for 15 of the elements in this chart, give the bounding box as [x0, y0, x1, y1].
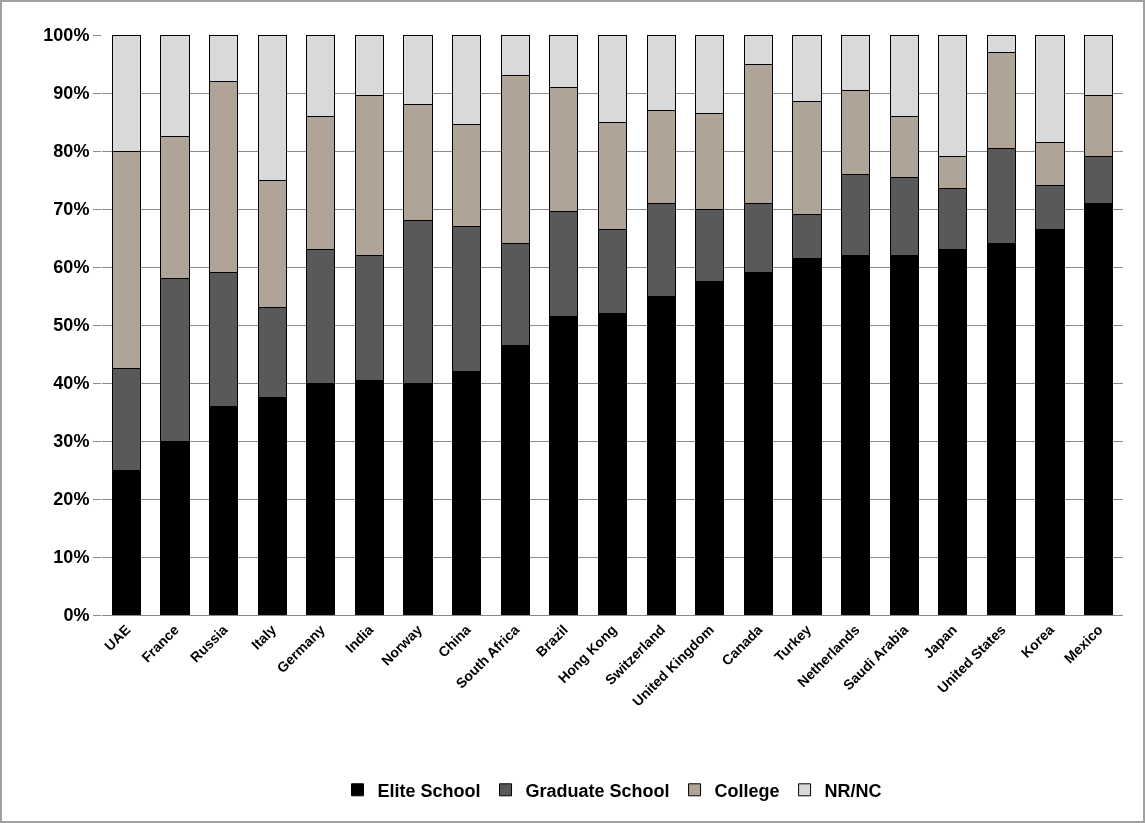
y-tick-label: 70% [53, 199, 90, 220]
y-tick-label: 0% [63, 605, 90, 626]
y-tick-label: 80% [53, 141, 90, 162]
y-tick-label: 60% [53, 257, 90, 278]
y-tick-label: 10% [53, 547, 90, 568]
y-tick-label: 100% [43, 25, 90, 46]
legend-label: College [714, 780, 780, 801]
y-tick-label: 40% [53, 373, 90, 394]
y-tick-label: 20% [53, 489, 90, 510]
legend-label: Graduate School [525, 780, 670, 801]
legend-label: NR/NC [824, 780, 882, 801]
y-tick-label: 30% [53, 431, 90, 452]
y-tick-label: 90% [53, 83, 90, 104]
legend-label: Elite School [377, 780, 481, 801]
y-tick-label: 50% [53, 315, 90, 336]
